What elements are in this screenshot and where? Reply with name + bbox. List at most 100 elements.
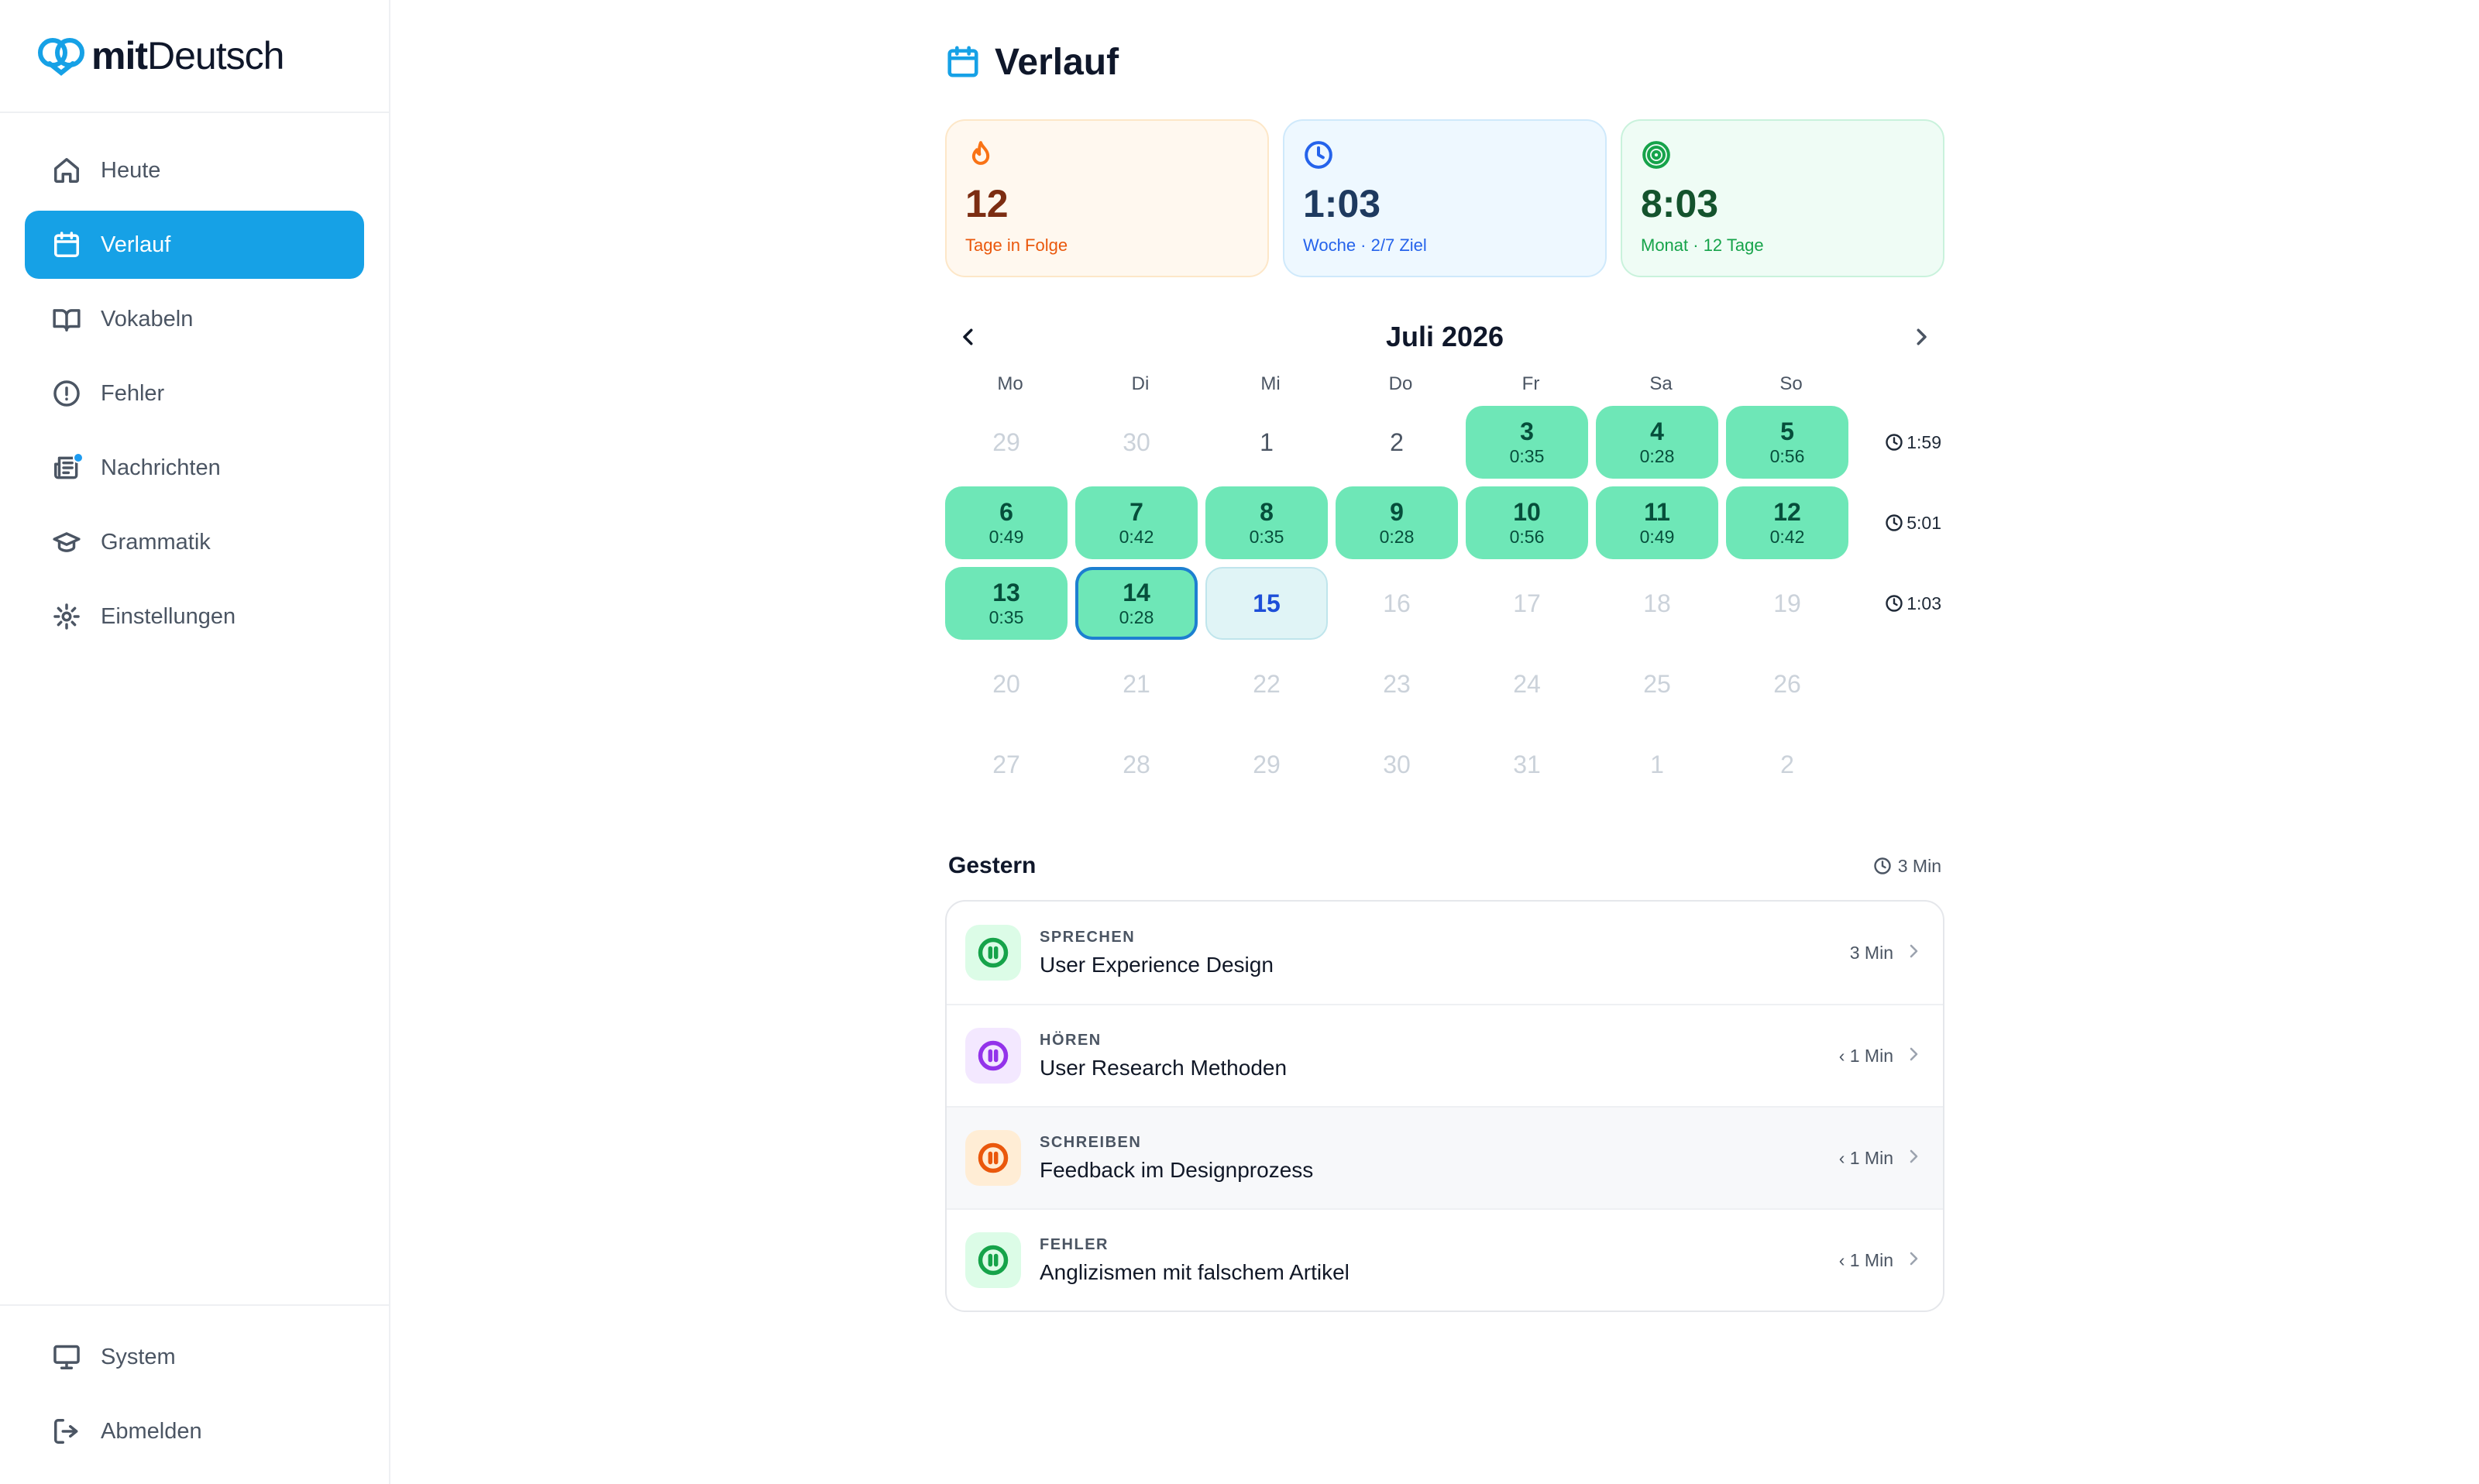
recent-header: Gestern 3 Min [945,850,1944,881]
calendar-day-number: 24 [1513,670,1541,698]
session-duration: 3 Min [1849,942,1893,963]
sidebar-item-label: Abmelden [101,1418,202,1444]
calendar-day-cell: 21 [1075,648,1198,720]
calendar-day-time: 0:56 [1769,446,1805,466]
calendar-day-number: 14 [1123,579,1150,606]
session-list: SPRECHEN User Experience Design 3 Min HÖREN… [945,900,1944,1312]
calendar-day-cell[interactable]: 2 [1336,406,1458,479]
home-icon [50,153,84,187]
flame-icon [965,139,996,170]
calendar-grid: 29 30 1 2 3 0:35 4 0:28 5 0:56 1:59 6 0:49 7 0:42 8 0:35… [945,406,1944,801]
calendar-day-cell[interactable]: 14 0:28 [1075,567,1198,640]
sidebar-item-nachrichten[interactable]: Nachrichten [25,434,364,502]
sidebar-footer: System Abmelden [0,1304,389,1484]
alert-circle-icon [50,376,84,411]
week-total-value: 5:01 [1907,512,1941,533]
sidebar-item-abmelden[interactable]: Abmelden [25,1397,364,1465]
calendar-day-cell[interactable]: 5 0:56 [1726,406,1848,479]
sidebar-item-grammatik[interactable]: Grammatik [25,508,364,576]
session-category: SPRECHEN [1040,928,1136,946]
logout-icon [50,1414,84,1448]
sidebar-item-label: Verlauf [101,232,171,257]
session-row[interactable]: SPRECHEN User Experience Design 3 Min [947,902,1943,1004]
calendar-day-number: 4 [1650,417,1664,445]
calendar-day-number: 15 [1253,589,1281,617]
pause-icon [965,1028,1021,1084]
calendar-day-number: 7 [1129,498,1143,526]
calendar-day-time: 0:56 [1509,527,1545,547]
page-title-text: Verlauf [995,41,1119,83]
newspaper-icon [50,451,84,485]
calendar-day-cell: 30 [1075,406,1198,479]
calendar-day-number: 25 [1643,670,1671,698]
calendar-day-cell[interactable]: 3 0:35 [1466,406,1588,479]
next-month-button[interactable] [1898,318,1944,356]
month-label: Monat · 12 Tage [1641,235,1764,255]
calendar-day-number: 27 [992,751,1020,778]
sidebar-item-label: Fehler [101,380,165,406]
calendar-day-number: 13 [992,579,1020,606]
sidebar-item-verlauf[interactable]: Verlauf [25,211,364,279]
calendar-day-cell[interactable]: 1 [1205,406,1328,479]
session-text: SPRECHEN User Experience Design [1040,929,1850,977]
brand-logo[interactable]: mitDeutsch [0,0,389,113]
calendar-day-number: 10 [1513,498,1541,526]
calendar-day-number: 8 [1260,498,1274,526]
session-row[interactable]: FEHLER Anglizismen mit falschem Artikel ‹ … [947,1208,1943,1311]
gear-icon [50,599,84,634]
sidebar-item-fehler[interactable]: Fehler [25,359,364,428]
prev-month-button[interactable] [945,318,992,356]
calendar-week-row: 6 0:49 7 0:42 8 0:35 9 0:28 10 0:56 11 0:49 12 0:42 5:… [945,486,1944,559]
session-row[interactable]: SCHREIBEN Feedback im Designprozess ‹ 1 Mi… [947,1106,1943,1208]
calendar-day-number: 23 [1383,670,1411,698]
week-total: 5:01 [1856,513,1941,534]
sidebar-item-heute[interactable]: Heute [25,136,364,204]
week-total-value: 1:03 [1907,593,1941,613]
calendar-day-cell[interactable]: 12 0:42 [1726,486,1848,559]
calendar-day-time: 0:28 [1639,446,1675,466]
calendar-day-number: 31 [1513,751,1541,778]
calendar-day-cell[interactable]: 6 0:49 [945,486,1068,559]
calendar-day-number: 16 [1383,589,1411,617]
sidebar-item-system[interactable]: System [25,1323,364,1391]
clock-icon [1874,857,1891,874]
calendar-day-cell[interactable]: 9 0:28 [1336,486,1458,559]
week-total: 1:59 [1856,432,1941,453]
chevron-left-icon [963,328,973,345]
sidebar-item-einstellungen[interactable]: Einstellungen [25,582,364,651]
week-label: Woche · 2/7 Ziel [1303,235,1427,255]
calendar-day-cell[interactable]: 8 0:35 [1205,486,1328,559]
calendar-day-number: 19 [1773,589,1801,617]
streak-value: 12 [965,182,1009,225]
calendar-day-cell[interactable]: 7 0:42 [1075,486,1198,559]
calendar-day-number: 29 [1253,751,1281,778]
stats-row: 12 Tage in Folge 1:03 Woche · 2/7 Ziel 8… [945,119,1944,277]
sidebar-item-label: Vokabeln [101,306,194,331]
session-category: FEHLER [1040,1235,1109,1253]
calendar-week-row: 29 30 1 2 3 0:35 4 0:28 5 0:56 1:59 [945,406,1944,479]
monitor-icon [50,1340,84,1374]
session-row[interactable]: HÖREN User Research Methoden ‹ 1 Min [947,1004,1943,1106]
calendar-day-cell[interactable]: 4 0:28 [1596,406,1718,479]
clock-icon [1886,595,1903,612]
session-title: User Experience Design [1040,952,1274,977]
calendar-day-number: 30 [1383,751,1411,778]
pause-icon [965,925,1021,981]
clock-icon [1886,514,1903,531]
calendar-day-cell[interactable]: 10 0:56 [1466,486,1588,559]
calendar-day-time: 0:28 [1119,607,1154,627]
calendar-day-number: 2 [1390,428,1404,456]
weekday-label: Mo [997,373,1023,394]
calendar-day-time: 0:42 [1119,527,1154,547]
brand-name: mitDeutsch [91,34,284,77]
sidebar-item-label: Heute [101,157,161,183]
calendar-day-cell: 26 [1726,648,1848,720]
clock-icon [1886,434,1903,451]
session-duration: ‹ 1 Min [1838,1249,1893,1270]
calendar-day-cell[interactable]: 11 0:49 [1596,486,1718,559]
sidebar-item-vokabeln[interactable]: Vokabeln [25,285,364,353]
calendar-day-cell[interactable]: 13 0:35 [945,567,1068,640]
chevron-right-icon [1904,1045,1923,1067]
calendar-day-cell[interactable]: 15 [1205,567,1328,640]
streak-card: 12 Tage in Folge [945,119,1269,277]
